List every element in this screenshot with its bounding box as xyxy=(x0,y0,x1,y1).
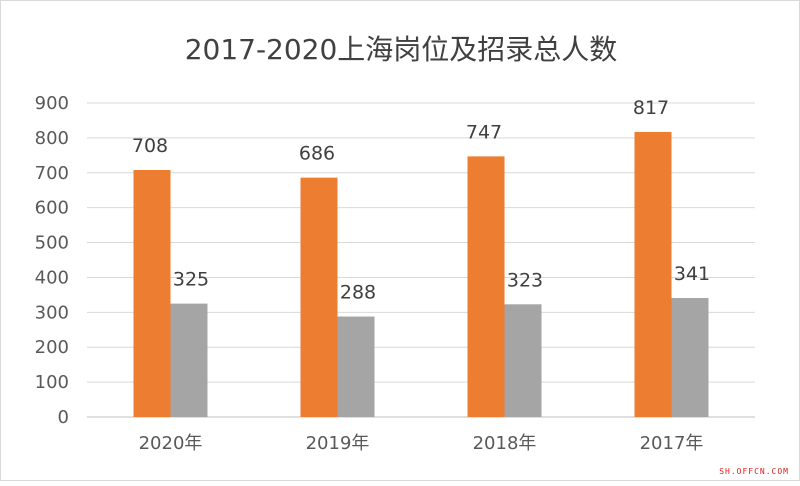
x-tick-label: 2020年 xyxy=(139,433,203,454)
y-tick-label: 800 xyxy=(35,128,69,149)
y-tick-label: 700 xyxy=(35,163,69,184)
data-label: 323 xyxy=(507,269,543,291)
bar xyxy=(133,169,171,417)
chart-title: 2017-2020上海岗位及招录总人数 xyxy=(185,33,618,66)
bar xyxy=(671,298,709,417)
x-tick-label: 2018年 xyxy=(473,433,537,454)
data-label: 708 xyxy=(132,135,168,157)
y-tick-label: 300 xyxy=(35,302,69,323)
data-label: 817 xyxy=(633,97,669,119)
bar xyxy=(170,303,208,417)
y-axis-ticks: 0 100 200 300 400 500 600 700 800 900 xyxy=(35,93,69,428)
watermark: SH.OFFCN.COM xyxy=(719,467,789,476)
y-tick-label: 0 xyxy=(58,407,69,428)
bar xyxy=(504,304,542,417)
x-tick-label: 2019年 xyxy=(306,433,370,454)
bars xyxy=(133,131,709,418)
y-tick-label: 400 xyxy=(35,267,69,288)
y-tick-label: 200 xyxy=(35,337,69,358)
data-labels: 708 325 686 288 747 323 817 341 xyxy=(132,97,710,304)
y-tick-label: 500 xyxy=(35,233,69,254)
data-label: 686 xyxy=(299,143,335,165)
bar xyxy=(467,156,505,417)
data-label: 747 xyxy=(466,121,502,143)
data-label: 341 xyxy=(674,263,710,285)
x-axis-ticks: 2020年 2019年 2018年 2017年 xyxy=(139,433,704,454)
bar xyxy=(300,177,338,417)
data-label: 325 xyxy=(173,269,209,291)
bar xyxy=(337,316,375,417)
y-tick-label: 100 xyxy=(35,372,69,393)
y-tick-label: 900 xyxy=(35,93,69,114)
data-label: 288 xyxy=(340,282,376,304)
x-tick-label: 2017年 xyxy=(640,433,704,454)
y-tick-label: 600 xyxy=(35,198,69,219)
bar xyxy=(634,131,672,418)
